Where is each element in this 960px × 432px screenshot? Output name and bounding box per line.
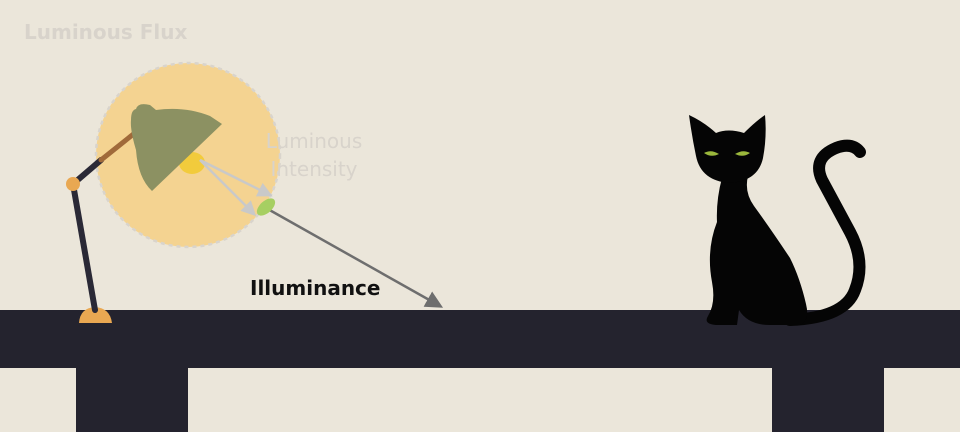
cat-eye-right xyxy=(735,151,750,156)
lamp-joint xyxy=(66,177,80,191)
intensity-arrow-lower xyxy=(199,159,257,217)
illuminance-arrow xyxy=(265,206,444,308)
luminous-intensity-label-line2: Intensity xyxy=(270,157,357,181)
cat-head xyxy=(689,115,766,183)
desk-lamp-icon xyxy=(66,104,222,323)
table xyxy=(0,310,960,432)
luminous-intensity-label-line1: Luminous xyxy=(266,129,363,153)
intensity-patch xyxy=(256,198,276,216)
cat-tail xyxy=(784,139,866,326)
illuminance-label: Illuminance xyxy=(250,276,380,300)
cat-eye-left xyxy=(704,151,719,156)
luminous-intensity-arrows xyxy=(199,158,273,217)
table-leg-left xyxy=(76,366,188,432)
intensity-arrow-upper xyxy=(199,158,273,197)
lamp-shade xyxy=(130,104,222,191)
lamp-upper-arm-inner xyxy=(98,129,139,163)
lamp-lower-arm xyxy=(70,181,98,313)
cat-body xyxy=(706,176,808,325)
table-leg-right xyxy=(772,366,884,432)
lamp-base xyxy=(79,307,112,323)
luminous-flux-label: Luminous Flux xyxy=(24,20,188,44)
cat-icon xyxy=(689,115,866,326)
